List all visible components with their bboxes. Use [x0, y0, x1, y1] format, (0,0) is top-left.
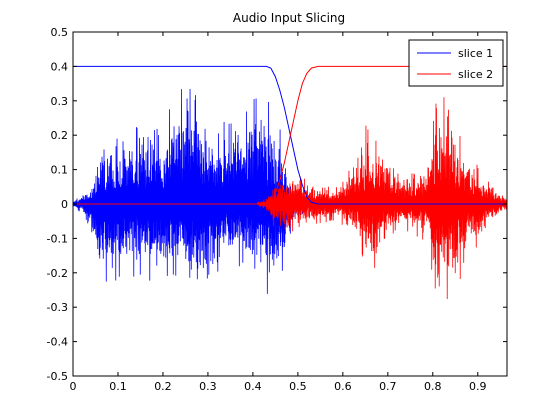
y-tick-label: -0.5 — [47, 370, 68, 383]
y-tick-label: 0 — [61, 198, 68, 211]
y-tick-label: -0.4 — [47, 336, 68, 349]
y-tick-label: -0.1 — [47, 232, 68, 245]
y-tick-label: -0.3 — [47, 301, 68, 314]
y-tick-label: 0.4 — [51, 60, 69, 73]
x-tick-label: 0.3 — [199, 380, 217, 393]
x-tick-label: 0.1 — [109, 380, 127, 393]
y-tick-label: 0.3 — [51, 95, 69, 108]
y-tick-label: 0.5 — [51, 26, 69, 39]
x-tick-label: 0 — [70, 380, 77, 393]
y-tick-label: 0.2 — [51, 129, 69, 142]
x-tick-label: 0.2 — [154, 380, 172, 393]
x-tick-label: 0.5 — [289, 380, 307, 393]
y-tick-label: 0.1 — [51, 164, 69, 177]
x-tick-label: 0.9 — [469, 380, 487, 393]
legend: slice 1 slice 2 — [409, 40, 503, 86]
x-tick-label: 0.8 — [424, 380, 442, 393]
chart-title: Audio Input Slicing — [233, 11, 345, 25]
x-tick-label: 0.4 — [244, 380, 262, 393]
legend-label: slice 2 — [458, 68, 493, 81]
y-tick-label: -0.2 — [47, 267, 68, 280]
x-tick-label: 0.7 — [379, 380, 397, 393]
x-tick-label: 0.6 — [334, 380, 352, 393]
legend-label: slice 1 — [458, 47, 493, 60]
